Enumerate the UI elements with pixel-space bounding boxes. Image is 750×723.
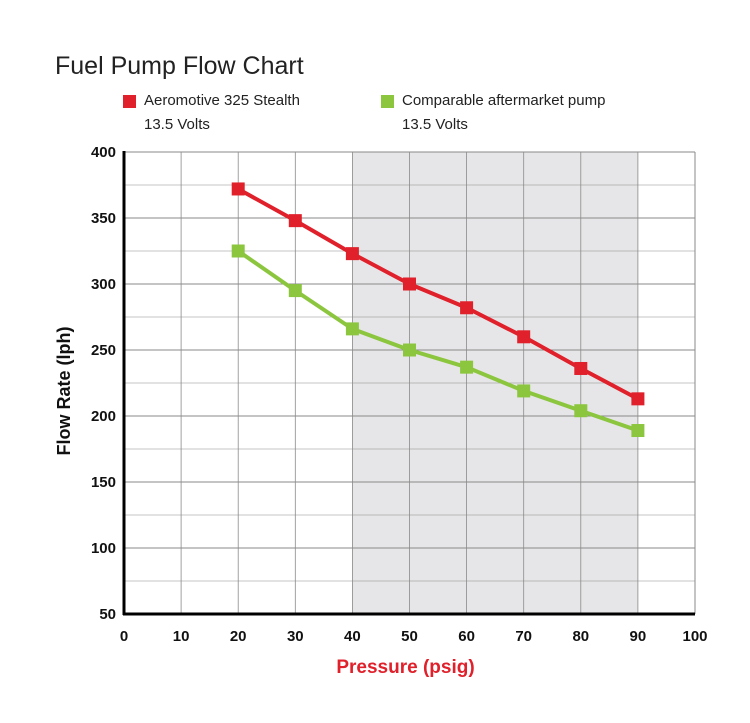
x-tick-label-10: 10 — [173, 628, 190, 645]
series-comparable — [231, 244, 645, 438]
data-point-aeromotive-80 — [574, 361, 588, 375]
x-tick-label-60: 60 — [458, 628, 475, 645]
x-tick-label-100: 100 — [682, 628, 707, 645]
data-point-aeromotive-70 — [517, 330, 531, 344]
series-line-aeromotive — [237, 187, 639, 401]
data-point-comparable-50 — [403, 343, 416, 357]
x-tick-label-50: 50 — [401, 628, 418, 645]
legend-note-comparable: 13.5 Volts — [402, 116, 468, 133]
series-line-comparable — [237, 249, 639, 433]
chart-title: Fuel Pump Flow Chart — [55, 52, 304, 80]
series-aeromotive — [231, 182, 645, 406]
legend-item-aeromotive: Aeromotive 325 Stealth 13.5 Volts — [144, 89, 300, 137]
data-point-aeromotive-50 — [403, 277, 416, 291]
data-point-aeromotive-30 — [288, 214, 302, 228]
legend-swatch-comparable — [381, 95, 394, 108]
x-axis-title: Pressure (psig) — [336, 657, 474, 678]
data-point-comparable-30 — [288, 284, 302, 298]
legend-label-aeromotive: Aeromotive 325 Stealth — [144, 92, 300, 109]
y-tick-label-100: 100 — [91, 540, 116, 557]
y-tick-label-200: 200 — [91, 408, 116, 425]
data-point-aeromotive-40 — [345, 247, 359, 261]
legend-label-comparable: Comparable aftermarket pump — [402, 92, 606, 109]
y-tick-label-300: 300 — [91, 276, 116, 293]
y-tick-label-150: 150 — [91, 474, 116, 491]
legend-item-comparable: Comparable aftermarket pump 13.5 Volts — [402, 89, 605, 137]
x-tick-label-80: 80 — [572, 628, 589, 645]
y-tick-label-250: 250 — [91, 342, 116, 359]
data-point-comparable-70 — [517, 384, 531, 398]
data-point-comparable-40 — [345, 322, 359, 336]
data-point-comparable-60 — [460, 360, 474, 374]
y-axis-title: Flow Rate (lph) — [54, 327, 74, 456]
x-tick-label-20: 20 — [230, 628, 247, 645]
x-tick-label-90: 90 — [630, 628, 647, 645]
data-point-comparable-80 — [574, 404, 588, 418]
data-point-aeromotive-90 — [631, 392, 645, 406]
x-tick-label-30: 30 — [287, 628, 304, 645]
legend-swatch-aeromotive — [123, 95, 136, 108]
legend-note-aeromotive: 13.5 Volts — [144, 116, 210, 133]
data-point-comparable-20 — [231, 244, 245, 258]
data-point-aeromotive-60 — [460, 301, 474, 315]
data-point-comparable-90 — [631, 424, 645, 438]
data-point-aeromotive-20 — [231, 182, 245, 196]
x-tick-label-0: 0 — [120, 628, 128, 645]
y-tick-label-400: 400 — [91, 144, 116, 161]
x-tick-label-70: 70 — [515, 628, 532, 645]
y-tick-label-50: 50 — [99, 606, 116, 623]
x-tick-label-40: 40 — [344, 628, 361, 645]
y-tick-label-350: 350 — [91, 210, 116, 227]
